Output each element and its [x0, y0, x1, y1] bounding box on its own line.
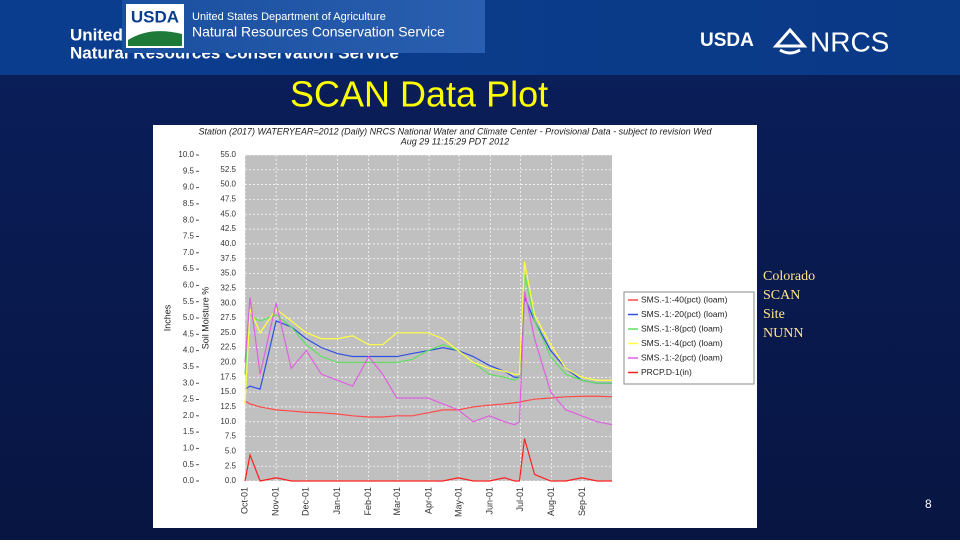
y-tick-label: 4.0 — [183, 346, 195, 355]
y2-tick-label: 35.0 — [220, 269, 236, 278]
legend-label: SMS.-1:-8(pct) (loam) — [641, 323, 723, 333]
x-tick-label: Jun-01 — [485, 487, 495, 515]
y2-tick-label: 55.0 — [220, 150, 236, 159]
y-tick-label: 0.0 — [183, 476, 195, 485]
side-note-line: Colorado — [763, 269, 815, 284]
nrcs-icon — [772, 27, 808, 55]
x-tick-label: Jul-01 — [515, 487, 525, 512]
series-line — [244, 261, 612, 404]
y-tick-label: 8.5 — [183, 199, 195, 208]
y-tick-label: 0.5 — [183, 460, 195, 469]
legend-box — [623, 291, 755, 385]
y2-tick-label: 32.5 — [220, 283, 236, 292]
y2-tick-label: 17.5 — [220, 372, 236, 381]
y-tick-label: 7.5 — [183, 232, 195, 241]
y2-tick-label: 40.0 — [220, 239, 236, 248]
y2-tick-label: 30.0 — [220, 298, 236, 307]
y-tick-label: 10.0 — [178, 150, 194, 159]
y2-tick-label: 50.0 — [220, 180, 236, 189]
chart-title: Aug 29 11:15:29 PDT 2012 — [400, 136, 509, 146]
y-tick-label: 9.0 — [183, 183, 195, 192]
plot-area — [245, 155, 612, 481]
usda-right-logo: USDA — [700, 30, 754, 51]
y-tick-label: 6.0 — [183, 281, 195, 290]
y-tick-label: 1.5 — [183, 427, 195, 436]
y2-tick-label: 25.0 — [220, 328, 236, 337]
y-axis-title: Inches — [162, 304, 172, 331]
y-tick-label: 8.0 — [183, 215, 195, 224]
side-note-line: Site — [763, 307, 785, 322]
y2-tick-label: 45.0 — [220, 209, 236, 218]
y2-tick-label: 20.0 — [220, 358, 236, 367]
side-note: Colorado SCAN Site NUNN — [763, 269, 815, 341]
side-note-line: SCAN — [763, 288, 800, 303]
side-note-line: NUNN — [763, 326, 803, 341]
y-tick-label: 7.0 — [183, 248, 195, 257]
y2-tick-label: 2.5 — [225, 461, 237, 470]
y2-tick-label: 27.5 — [220, 313, 236, 322]
chart: Station (2017) WATERYEAR=2012 (Daily) NR… — [162, 126, 755, 517]
slide-title: SCAN Data Plot — [290, 74, 548, 115]
x-tick-label: Oct-01 — [239, 487, 249, 514]
series-line — [244, 395, 613, 418]
y2-tick-label: 37.5 — [220, 254, 236, 263]
x-tick-label: Sep-01 — [577, 487, 587, 516]
usda-swoosh — [128, 31, 182, 46]
legend-label: SMS.-1:-40(pct) (loam) — [641, 294, 728, 304]
chart-title: Station (2017) WATERYEAR=2012 (Daily) NR… — [199, 126, 713, 136]
y2-axis-title: Soil Moisture % — [200, 287, 210, 350]
x-tick-label: Apr-01 — [423, 487, 433, 514]
y-tick-label: 2.0 — [183, 411, 195, 420]
y2-tick-label: 22.5 — [220, 343, 236, 352]
y-tick-label: 5.5 — [183, 297, 195, 306]
x-tick-label: Jan-01 — [332, 487, 342, 515]
y2-tick-label: 10.0 — [220, 417, 236, 426]
y-tick-label: 5.0 — [183, 313, 195, 322]
series-line — [244, 297, 612, 390]
legend-label: SMS.-1:-2(pct) (loam) — [641, 352, 723, 362]
series-line — [244, 291, 613, 426]
y2-tick-label: 52.5 — [220, 165, 236, 174]
y-tick-label: 3.5 — [183, 362, 195, 371]
y-tick-label: 2.5 — [183, 395, 195, 404]
logo-agency: United States Department of Agriculture — [192, 11, 386, 23]
legend-label: SMS.-1:-20(pct) (loam) — [641, 309, 728, 319]
x-tick-label: Feb-01 — [363, 487, 373, 516]
y-tick-label: 4.5 — [183, 329, 195, 338]
y-tick-label: 9.5 — [183, 166, 195, 175]
y2-tick-label: 47.5 — [220, 195, 236, 204]
x-tick-label: Nov-01 — [271, 487, 281, 516]
x-tick-label: May-01 — [454, 487, 464, 517]
y2-tick-label: 7.5 — [225, 432, 237, 441]
y2-tick-label: 42.5 — [220, 224, 236, 233]
logo-service: Natural Resources Conservation Service — [192, 24, 445, 40]
y-tick-label: 6.5 — [183, 264, 195, 273]
x-tick-label: Mar-01 — [392, 487, 402, 516]
legend-label: PRCP.D-1(in) — [641, 367, 692, 377]
y-tick-label: 3.0 — [183, 378, 195, 387]
y2-tick-label: 12.5 — [220, 402, 236, 411]
y2-tick-label: 0.0 — [225, 476, 237, 485]
legend-label: SMS.-1:-4(pct) (loam) — [641, 338, 723, 348]
x-tick-label: Dec-01 — [301, 487, 311, 516]
series-line — [244, 438, 612, 482]
series-line — [244, 273, 612, 384]
y2-tick-label: 15.0 — [220, 387, 236, 396]
y2-tick-label: 5.0 — [225, 446, 237, 455]
page-number: 8 — [925, 497, 932, 511]
x-tick-label: Aug-01 — [546, 487, 556, 516]
usda-logo-text: USDA — [131, 7, 179, 26]
nrcs-logo: NRCS — [810, 26, 889, 57]
y-tick-label: 1.0 — [183, 444, 195, 453]
